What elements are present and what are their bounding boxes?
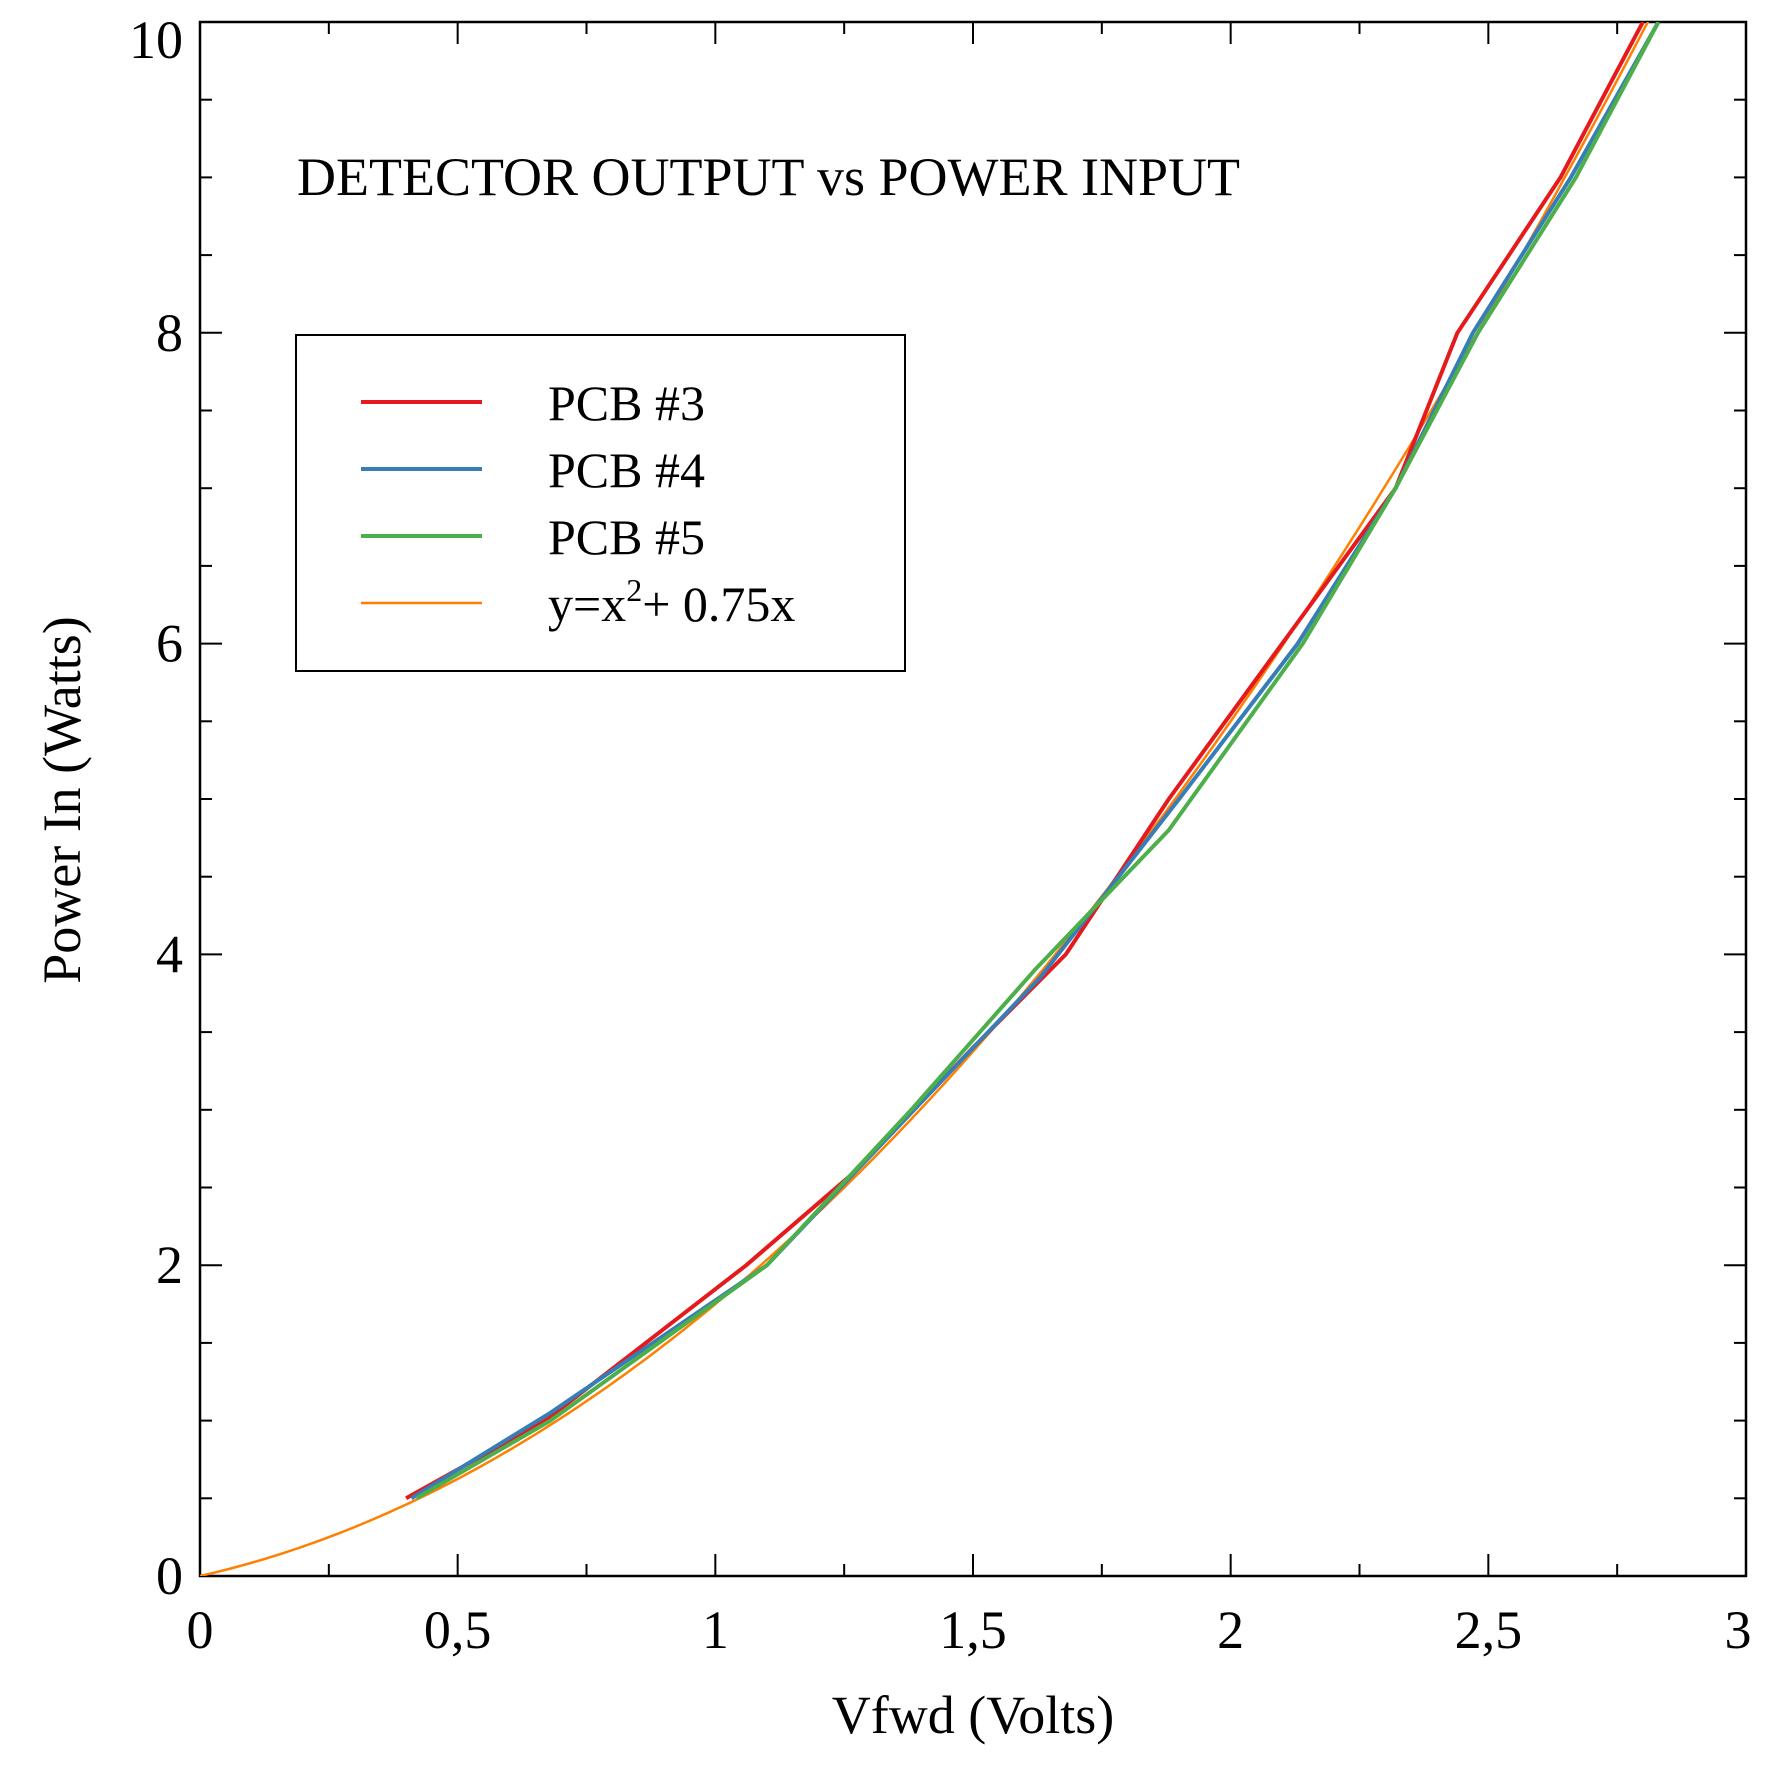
x-tick-label: 0,5 [424,1600,492,1660]
y-axis-label: Power In (Watts) [32,616,92,984]
x-tick-label: 1 [702,1600,729,1660]
legend-entries: PCB #3 PCB #4 PCB #5 y=x2+ 0.75x [361,375,795,632]
legend-label: y=x2+ 0.75x [548,572,795,632]
series-line [200,22,1650,1576]
y-tick-label: 6 [156,614,183,674]
legend-box [295,334,906,672]
x-tick-label: 2 [1217,1600,1244,1660]
tick-labels: 0 0,5 1 1,5 2 2,5 3 0 2 4 6 8 10 [129,10,1752,1660]
series-layer [200,22,1661,1576]
x-tick-label: 2,5 [1455,1600,1523,1660]
y-tick-label: 8 [156,303,183,363]
y-tick-label: 4 [156,924,183,984]
series-line [415,22,1661,1501]
y-tick-label: 10 [129,10,183,70]
legend: PCB #3 PCB #4 PCB #5 y=x2+ 0.75x [295,334,906,672]
legend-label: PCB #4 [548,442,705,498]
x-tick-label: 0 [187,1600,214,1660]
plot-frame [198,20,1748,1578]
legend-label: PCB #3 [548,375,705,431]
series-line [405,22,1645,1501]
legend-label: PCB #5 [548,509,705,565]
series-line [410,22,1661,1501]
x-tick-label: 3 [1725,1600,1752,1660]
axis-ticks [199,21,1747,1577]
y-tick-label: 0 [156,1546,183,1606]
y-tick-label: 2 [156,1235,183,1295]
chart-title: DETECTOR OUTPUT vs POWER INPUT [297,147,1240,207]
x-tick-label: 1,5 [939,1600,1007,1660]
x-axis-label: Vfwd (Volts) [832,1685,1115,1745]
